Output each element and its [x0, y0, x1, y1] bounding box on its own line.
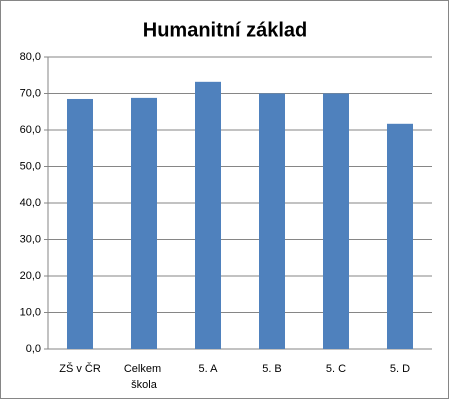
bar	[131, 97, 157, 349]
y-tick-label: 80,0	[20, 51, 41, 63]
y-tick-label: 20,0	[20, 270, 41, 282]
bar	[259, 93, 285, 349]
x-tick-label: 5. B	[262, 363, 282, 375]
y-tick-label: 30,0	[20, 233, 41, 245]
y-tick-label: 50,0	[20, 160, 41, 172]
bar	[67, 98, 93, 349]
y-tick-label: 0,0	[26, 343, 41, 355]
bar	[387, 123, 413, 349]
x-tick-label: 5. D	[390, 363, 410, 375]
y-tick-label: 70,0	[20, 87, 41, 99]
y-tick-label: 60,0	[20, 124, 41, 136]
chart-title: Humanitní základ	[143, 19, 307, 41]
x-tick-label: Celkem škola	[124, 363, 164, 391]
bar	[195, 81, 221, 349]
x-tick-label: 5. A	[199, 363, 219, 375]
x-tick-label: ZŠ v ČR	[59, 362, 101, 375]
x-tick-label: 5. C	[326, 363, 346, 375]
bar	[323, 93, 349, 349]
y-tick-label: 40,0	[20, 197, 41, 209]
y-tick-label: 10,0	[20, 306, 41, 318]
